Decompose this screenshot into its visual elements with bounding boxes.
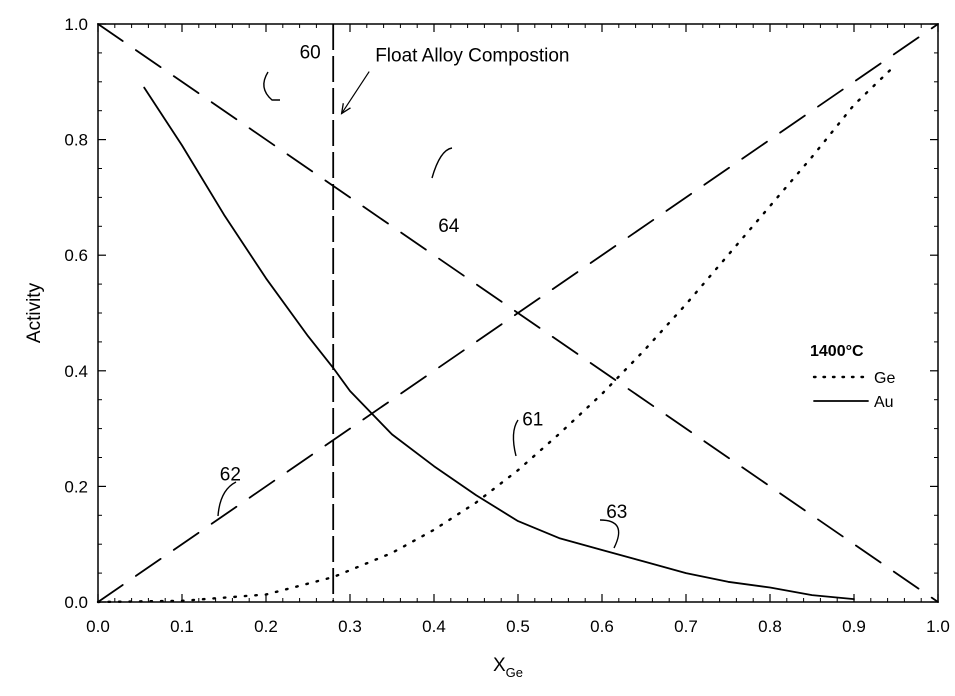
y-tick-label: 0.6 <box>64 246 88 265</box>
x-axis-title: XGe <box>493 655 523 680</box>
annotation-leader <box>512 419 519 457</box>
annotation-leader <box>263 71 280 101</box>
annotation-leader <box>217 481 237 517</box>
y-tick-label: 1.0 <box>64 15 88 34</box>
annotation-leader <box>431 147 453 179</box>
x-tick-label: 0.2 <box>254 617 278 636</box>
annotation-label: Float Alloy Compostion <box>375 46 569 67</box>
y-tick-label: 0.4 <box>64 362 88 381</box>
legend-title: 1400°C <box>810 343 864 360</box>
annotation-label: 63 <box>606 502 627 523</box>
y-axis-title: Activity <box>24 282 45 343</box>
annotation-label: 61 <box>522 410 543 431</box>
annotation-label: 64 <box>438 216 460 237</box>
x-tick-label: 0.4 <box>422 617 446 636</box>
y-tick-label: 0.8 <box>64 131 88 150</box>
x-tick-label: 0.3 <box>338 617 362 636</box>
x-tick-label: 0.1 <box>170 617 194 636</box>
x-tick-label: 1.0 <box>926 617 950 636</box>
annotation-label: 62 <box>220 465 241 486</box>
legend: 1400°C Ge Au <box>810 343 895 411</box>
x-tick-label: 0.5 <box>506 617 530 636</box>
ge-activity-line <box>96 63 898 604</box>
annotations: Float Alloy Compostion 60 64 61 62 63 <box>217 43 627 549</box>
annotation-arrow <box>342 71 370 114</box>
y-tick-label: 0.2 <box>64 477 88 496</box>
au-activity-line <box>143 86 855 600</box>
dashed-line-3 <box>97 23 939 603</box>
annotation-label: 60 <box>300 43 321 64</box>
x-axis-title-main: X <box>493 655 506 676</box>
legend-label-au: Au <box>874 394 894 411</box>
x-tick-label: 0.0 <box>86 617 110 636</box>
x-tick-label: 0.6 <box>590 617 614 636</box>
axes: 0.0 0.1 0.2 0.3 0.4 0.5 0.6 0.7 0.8 0.9 1.0 0.0 0.2 0… <box>64 15 949 636</box>
x-tick-label: 0.8 <box>758 617 782 636</box>
x-tick-label: 0.7 <box>674 617 698 636</box>
legend-label-ge: Ge <box>874 370 895 387</box>
series-layer <box>96 23 939 604</box>
x-tick-label: 0.9 <box>842 617 866 636</box>
annotation-leader <box>599 519 620 549</box>
x-axis-title-subscript: Ge <box>506 665 523 680</box>
y-tick-label: 0.0 <box>64 593 88 612</box>
